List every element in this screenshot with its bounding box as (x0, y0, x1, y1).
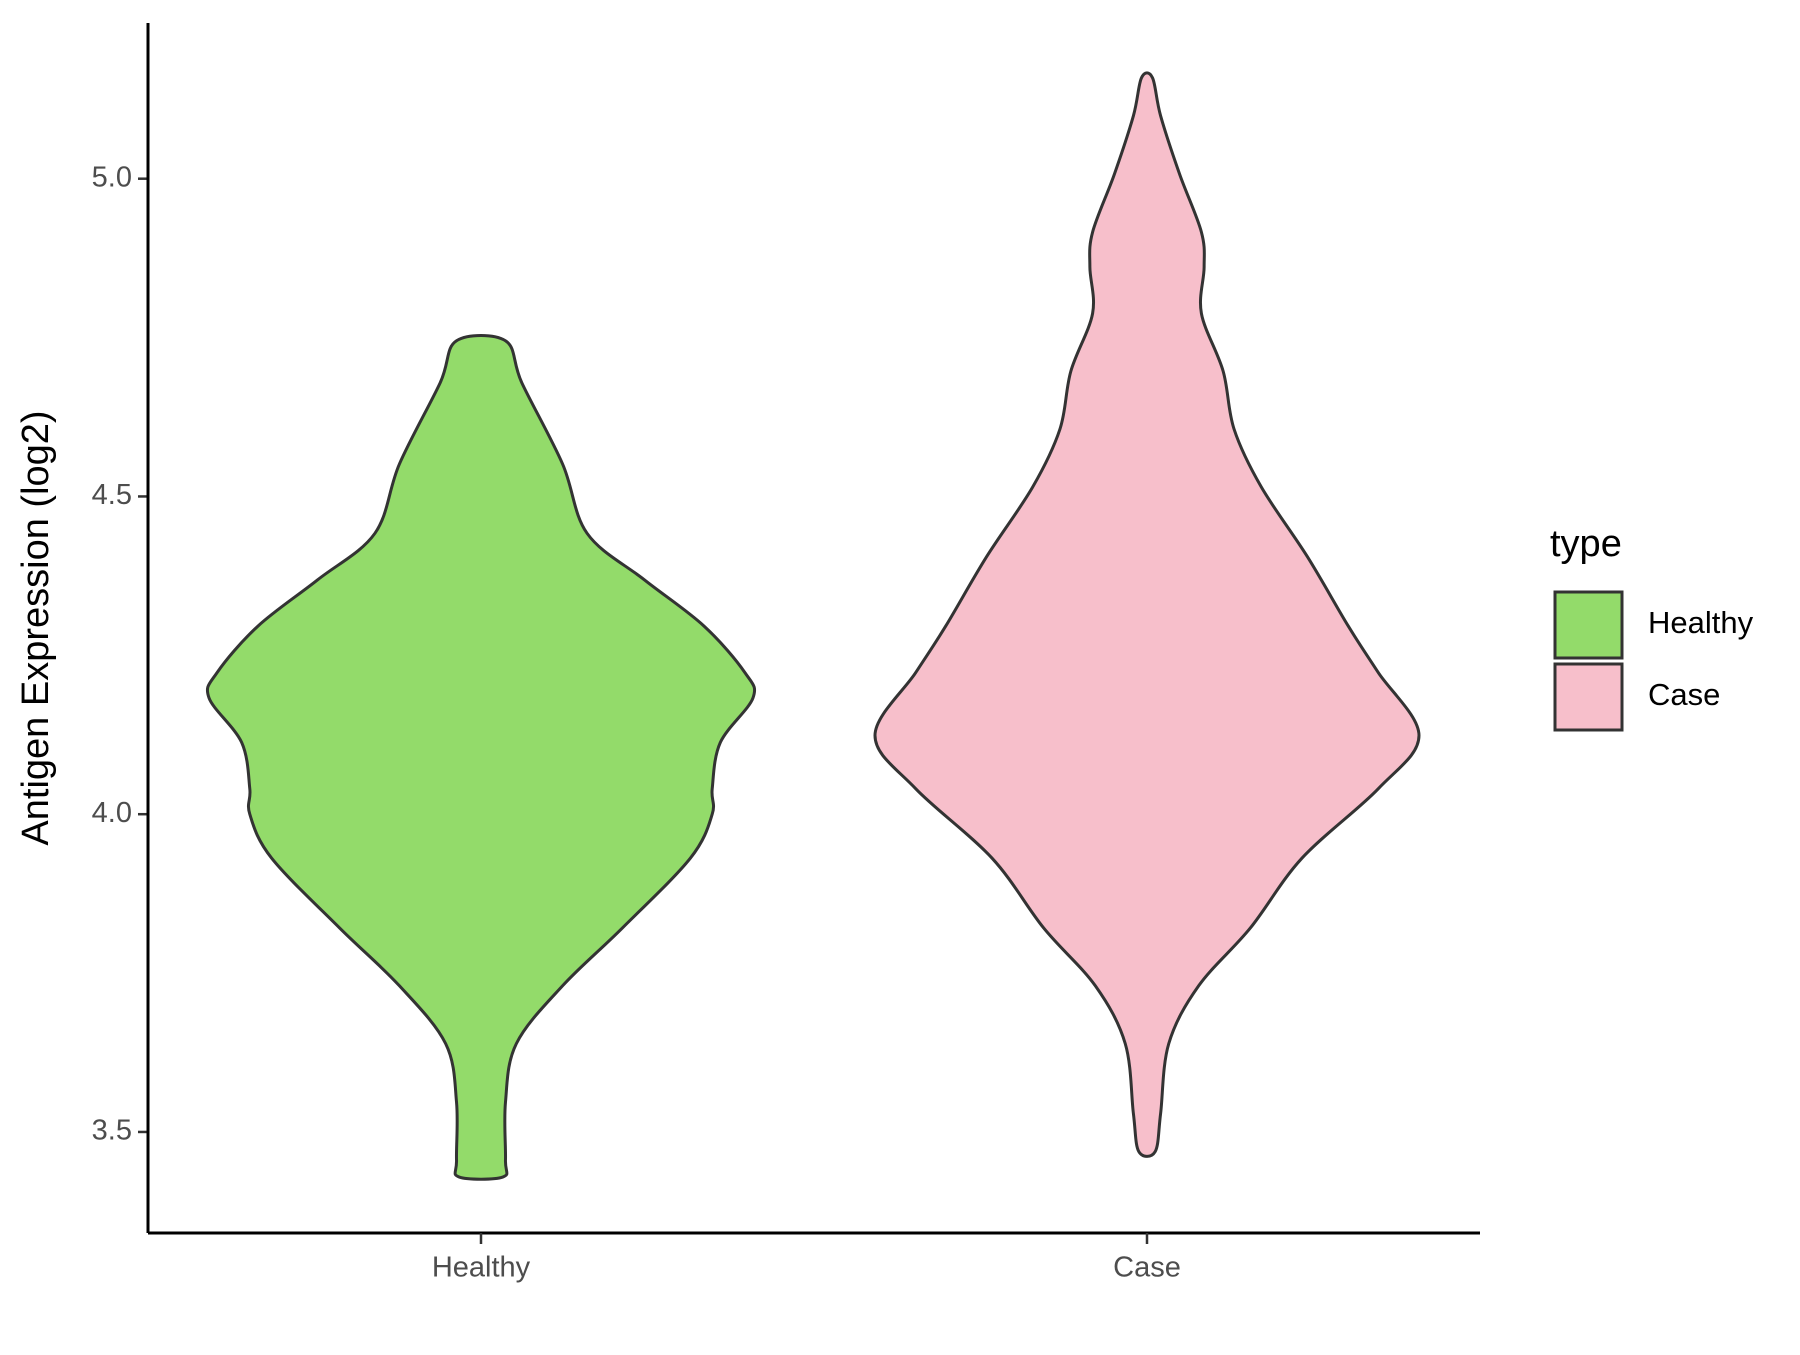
legend-key (1553, 662, 1624, 732)
legend-label: Healthy (1648, 605, 1754, 640)
y-tick-label: 4.0 (92, 797, 132, 829)
x-tick-label: Healthy (432, 1252, 531, 1284)
y-tick-label: 4.5 (92, 479, 132, 511)
legend-label: Case (1648, 677, 1720, 712)
x-tick-label: Case (1113, 1252, 1181, 1284)
legend-title: type (1550, 523, 1622, 565)
violin (873, 71, 1421, 1158)
y-axis-title: Antigen Expression (log2) (15, 410, 57, 845)
violin (205, 334, 757, 1181)
y-tick-label: 3.5 (92, 1115, 132, 1147)
legend-key (1553, 590, 1624, 660)
y-tick-label: 5.0 (92, 161, 132, 193)
